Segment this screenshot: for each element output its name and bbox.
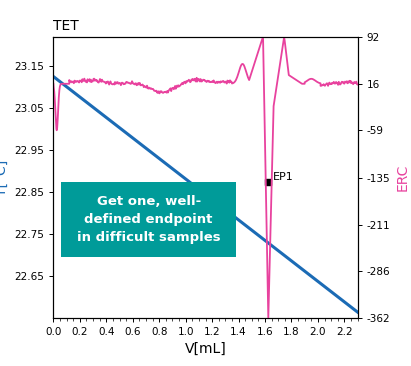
Text: Get one, well-
defined endpoint
in difficult samples: Get one, well- defined endpoint in diffi… bbox=[77, 195, 220, 244]
Text: TET: TET bbox=[53, 19, 79, 33]
X-axis label: V[mL]: V[mL] bbox=[185, 341, 226, 356]
Text: EP1: EP1 bbox=[273, 172, 294, 182]
Y-axis label: T[°C]: T[°C] bbox=[0, 159, 9, 196]
Bar bbox=[61, 182, 236, 257]
Y-axis label: ERC: ERC bbox=[396, 164, 410, 191]
